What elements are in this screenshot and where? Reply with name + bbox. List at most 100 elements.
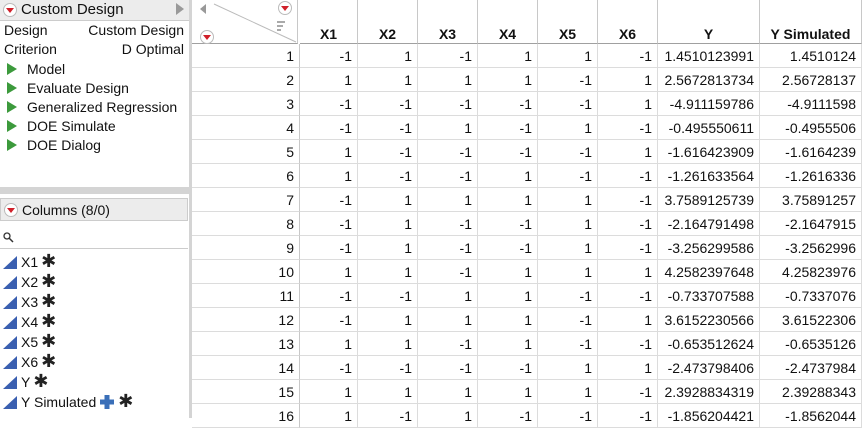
table-cell[interactable]: -1 — [418, 140, 478, 164]
table-cell[interactable]: 1 — [358, 332, 418, 356]
column-header[interactable]: X3 — [418, 0, 478, 44]
table-cell[interactable]: -1 — [538, 308, 598, 332]
row-number[interactable]: 3 — [192, 92, 300, 116]
table-cell[interactable]: 1 — [358, 380, 418, 404]
table-cell[interactable]: 1 — [358, 68, 418, 92]
table-cell[interactable]: -4.911159786 — [658, 92, 760, 116]
column-header[interactable]: X5 — [538, 0, 598, 44]
table-cell[interactable]: -1 — [598, 236, 658, 260]
table-cell[interactable]: 1 — [300, 164, 358, 188]
table-cell[interactable]: -1 — [418, 92, 478, 116]
table-cell[interactable]: 1 — [598, 92, 658, 116]
column-search[interactable] — [0, 226, 188, 249]
row-number[interactable]: 10 — [192, 260, 300, 284]
table-cell[interactable]: -1 — [538, 284, 598, 308]
table-cell[interactable]: 1 — [538, 236, 598, 260]
table-cell[interactable]: -1 — [598, 404, 658, 428]
table-cell[interactable]: -4.9111598 — [760, 92, 862, 116]
column-item[interactable]: X5 — [21, 334, 39, 350]
table-cell[interactable]: 1 — [478, 284, 538, 308]
table-cell[interactable]: -0.495550611 — [658, 116, 760, 140]
table-cell[interactable]: 1 — [300, 404, 358, 428]
column-header[interactable]: X2 — [358, 0, 418, 44]
column-item[interactable]: X1 — [21, 254, 39, 270]
table-cell[interactable]: -1.616423909 — [658, 140, 760, 164]
table-cell[interactable]: 1 — [418, 380, 478, 404]
script-item[interactable]: DOE Dialog — [27, 137, 101, 153]
row-number[interactable]: 9 — [192, 236, 300, 260]
table-cell[interactable]: 1 — [478, 164, 538, 188]
table-cell[interactable]: 4.25823976 — [760, 260, 862, 284]
table-cell[interactable]: -2.4737984 — [760, 356, 862, 380]
table-cell[interactable]: 3.7589125739 — [658, 188, 760, 212]
script-icon[interactable] — [7, 82, 17, 94]
table-cell[interactable]: -1 — [478, 404, 538, 428]
table-cell[interactable]: -1 — [598, 332, 658, 356]
table-cell[interactable]: -1 — [300, 92, 358, 116]
table-cell[interactable]: -1 — [300, 356, 358, 380]
table-cell[interactable]: -1.261633564 — [658, 164, 760, 188]
table-cell[interactable]: 1 — [478, 308, 538, 332]
table-cell[interactable]: -0.4955506 — [760, 116, 862, 140]
rows-red-menu[interactable] — [200, 30, 214, 44]
table-cell[interactable]: -1 — [538, 140, 598, 164]
table-cell[interactable]: -1 — [538, 68, 598, 92]
row-number[interactable]: 8 — [192, 212, 300, 236]
table-cell[interactable]: 1 — [300, 260, 358, 284]
script-item[interactable]: Model — [27, 61, 66, 77]
table-cell[interactable]: -3.256299586 — [658, 236, 760, 260]
table-cell[interactable]: 1 — [418, 284, 478, 308]
column-item[interactable]: X6 — [21, 354, 39, 370]
row-number[interactable]: 2 — [192, 68, 300, 92]
table-cell[interactable]: -0.653512624 — [658, 332, 760, 356]
table-cell[interactable]: 2.3928834319 — [658, 380, 760, 404]
table-cell[interactable]: 1 — [418, 188, 478, 212]
table-cell[interactable]: -1 — [300, 212, 358, 236]
table-cell[interactable]: -1 — [598, 284, 658, 308]
row-number[interactable]: 5 — [192, 140, 300, 164]
table-cell[interactable]: -1 — [300, 284, 358, 308]
column-item[interactable]: Y — [21, 374, 31, 390]
table-cell[interactable]: -1 — [418, 332, 478, 356]
table-cell[interactable]: -1 — [300, 308, 358, 332]
table-cell[interactable]: -1 — [358, 164, 418, 188]
table-cell[interactable]: 1 — [478, 188, 538, 212]
panel-menu[interactable] — [3, 3, 17, 17]
table-cell[interactable]: -1 — [418, 44, 478, 68]
table-cell[interactable]: 1 — [478, 332, 538, 356]
table-cell[interactable]: 3.75891257 — [760, 188, 862, 212]
table-cell[interactable]: -0.7337076 — [760, 284, 862, 308]
table-cell[interactable]: -1 — [538, 164, 598, 188]
columns-red-menu[interactable] — [278, 1, 292, 15]
table-cell[interactable]: 1 — [300, 140, 358, 164]
table-cell[interactable]: 1 — [300, 68, 358, 92]
columns-menu[interactable] — [4, 203, 18, 217]
table-cell[interactable]: -2.1647915 — [760, 212, 862, 236]
column-item[interactable]: X2 — [21, 274, 39, 290]
column-item[interactable]: X3 — [21, 294, 39, 310]
table-cell[interactable]: 1 — [358, 212, 418, 236]
row-number[interactable]: 1 — [192, 44, 300, 68]
row-number[interactable]: 6 — [192, 164, 300, 188]
table-cell[interactable]: 4.2582397648 — [658, 260, 760, 284]
table-cell[interactable]: -1 — [358, 116, 418, 140]
column-header[interactable]: X4 — [478, 0, 538, 44]
table-cell[interactable]: -1.6164239 — [760, 140, 862, 164]
row-number[interactable]: 14 — [192, 356, 300, 380]
column-header[interactable]: X1 — [300, 0, 358, 44]
table-cell[interactable]: -0.733707588 — [658, 284, 760, 308]
table-cell[interactable]: -1 — [300, 236, 358, 260]
table-cell[interactable]: -1 — [418, 236, 478, 260]
table-cell[interactable]: -1 — [538, 92, 598, 116]
table-cell[interactable]: 3.61522306 — [760, 308, 862, 332]
table-cell[interactable]: 1 — [598, 308, 658, 332]
table-cell[interactable]: -1 — [358, 284, 418, 308]
table-cell[interactable]: -1.2616336 — [760, 164, 862, 188]
table-cell[interactable]: 1 — [478, 380, 538, 404]
table-cell[interactable]: -1 — [598, 188, 658, 212]
table-cell[interactable]: 1 — [598, 260, 658, 284]
script-item[interactable]: Evaluate Design — [27, 80, 129, 96]
table-cell[interactable]: -1 — [300, 116, 358, 140]
table-cell[interactable]: -2.164791498 — [658, 212, 760, 236]
table-cell[interactable]: -1 — [598, 212, 658, 236]
